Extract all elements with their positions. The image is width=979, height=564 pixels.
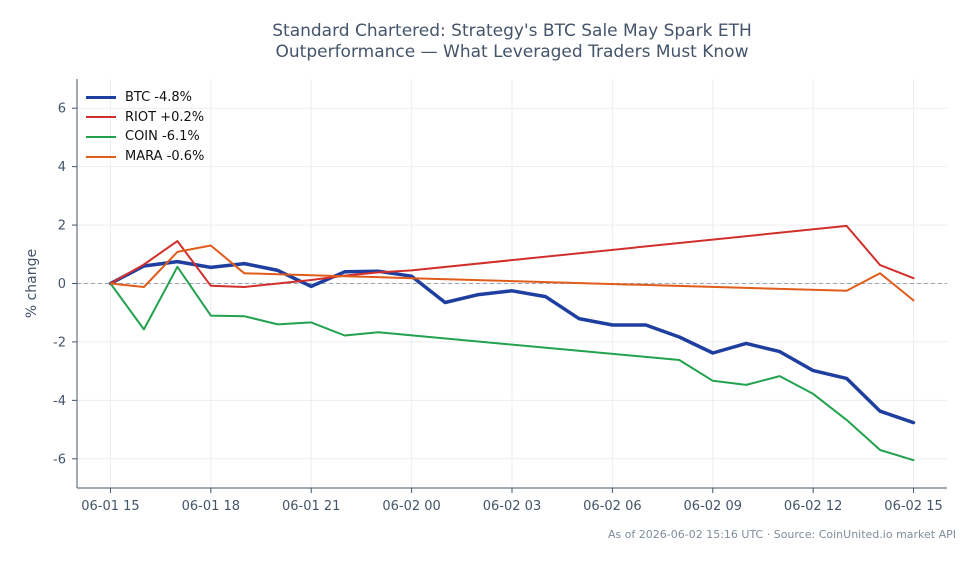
y-axis-label: % change (24, 249, 40, 318)
x-tick-label: 06-01 18 (182, 499, 240, 514)
chart-legend: BTC -4.8% RIOT +0.2% COIN -6.1% MARA -0.6% (86, 88, 204, 166)
legend-item-coin: COIN -6.1% (86, 127, 204, 147)
legend-swatch (86, 155, 116, 158)
legend-item-riot: RIOT +0.2% (86, 108, 204, 128)
x-tick-label: 06-02 09 (684, 499, 742, 514)
chart-title-line-2: Outperformance — What Leveraged Traders … (275, 42, 749, 62)
y-tick-label: 0 (58, 277, 66, 292)
y-tick-label: -2 (53, 335, 66, 350)
y-tick-label: -6 (53, 452, 66, 467)
legend-label: RIOT +0.2% (125, 109, 205, 125)
legend-label: MARA -0.6% (125, 149, 205, 165)
legend-item-mara: MARA -0.6% (86, 147, 204, 167)
legend-label: COIN -6.1% (125, 129, 200, 145)
series-line-coin (109, 265, 915, 462)
y-tick-label: 4 (58, 160, 66, 175)
x-tick-label: 06-02 03 (483, 499, 541, 514)
series-line-btc (108, 259, 916, 425)
source-footnote: As of 2026-06-02 15:16 UTC · Source: Coi… (607, 528, 956, 541)
x-tick-label: 06-01 21 (282, 499, 340, 514)
legend-swatch (86, 135, 116, 138)
chart-title: Standard Chartered: Strategy's BTC Sale … (0, 21, 979, 63)
legend-item-btc: BTC -4.8% (86, 88, 204, 108)
series-line-mara (109, 244, 915, 302)
x-tick-label: 06-02 12 (784, 499, 842, 514)
x-tick-label: 06-02 15 (884, 499, 942, 514)
y-tick-label: -4 (53, 394, 66, 409)
legend-label: BTC -4.8% (125, 90, 193, 106)
chart-title-line-1: Standard Chartered: Strategy's BTC Sale … (272, 21, 752, 41)
x-tick-label: 06-02 06 (583, 499, 641, 514)
legend-swatch (86, 96, 116, 100)
x-tick-label: 06-01 15 (81, 499, 139, 514)
x-tick-label: 06-02 00 (382, 499, 440, 514)
y-tick-label: 6 (58, 102, 66, 117)
y-tick-label: 2 (58, 219, 66, 234)
series-line-riot (109, 224, 915, 288)
legend-swatch (86, 116, 116, 119)
